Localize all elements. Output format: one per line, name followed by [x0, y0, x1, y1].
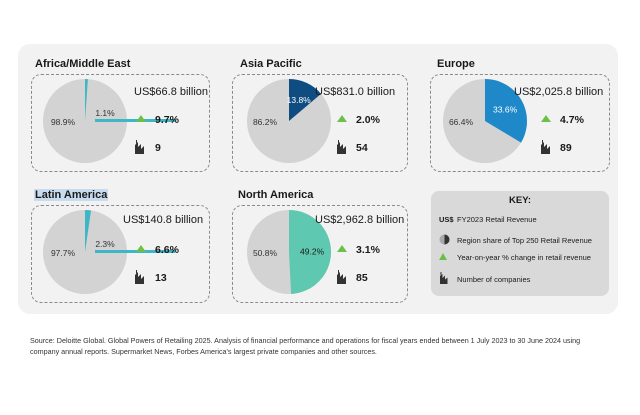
- growth-arrow-icon: [136, 115, 146, 122]
- pie-chart-asia-pacific: 86.2% 13.8%: [247, 79, 331, 163]
- revenue-amount-asia-pacific: US$831.0 billion: [315, 86, 396, 98]
- pie-chart-europe: 66.4% 33.6%: [443, 79, 527, 163]
- revenue-amount-europe: US$2,025.8 billion: [514, 86, 604, 98]
- pie-label-share: 13.8%: [287, 95, 312, 105]
- revenue-amount-africa: US$66.8 billion: [134, 86, 208, 98]
- growth-value-africa: 9.7%: [155, 114, 179, 126]
- region-title-north-america: North America: [238, 189, 314, 201]
- pie-label-share: 1.1%: [95, 108, 115, 118]
- legend-item-growth: Year-on-year % change in retail revenue: [439, 253, 591, 262]
- pie-chart-north-america: 50.8% 49.2%: [247, 210, 332, 294]
- legend-label-companies: Number of companies: [457, 274, 531, 284]
- pie-slice-share: [289, 79, 322, 121]
- building-icon: [440, 272, 448, 284]
- triangle-up-icon: [439, 253, 447, 260]
- pie-label-rest: 50.8%: [253, 248, 278, 258]
- half-circle-icon: [439, 234, 450, 245]
- pie-slice-share: [485, 79, 527, 143]
- growth-value-asia-pacific: 2.0%: [356, 114, 380, 126]
- region-card-north-america: [232, 205, 408, 303]
- growth-value-latin-america: 6.6%: [155, 244, 179, 256]
- company-count-north-america: 85: [356, 272, 368, 284]
- building-icon: [337, 140, 346, 154]
- region-card-latin-america: [31, 205, 210, 303]
- pie-slice-share: [85, 79, 88, 121]
- company-count-africa: 9: [155, 142, 161, 154]
- currency-symbol: US$: [439, 215, 454, 224]
- legend-item-share: Region share of Top 250 Retail Revenue: [439, 234, 592, 247]
- pie-label-rest: 98.9%: [51, 117, 76, 127]
- company-count-europe: 89: [560, 142, 572, 154]
- building-icon: [541, 140, 550, 154]
- region-card-asia-pacific: [232, 74, 408, 172]
- pie-label-share: 49.2%: [300, 246, 325, 256]
- legend-item-companies: Number of companies: [439, 272, 530, 286]
- region-title-latin-america: Latin America: [34, 189, 109, 201]
- growth-arrow-icon: [337, 115, 347, 122]
- building-icon: [135, 140, 144, 154]
- pie-slice-share-pointer: [95, 119, 175, 122]
- region-card-africa: [31, 74, 210, 172]
- company-count-asia-pacific: 54: [356, 142, 368, 154]
- pie-label-rest: 66.4%: [449, 117, 474, 127]
- region-card-europe: [430, 74, 610, 172]
- pie-slice-share: [85, 210, 92, 252]
- pie-chart-latin-america: 97.7% 2.3%: [43, 210, 175, 294]
- region-title-asia-pacific: Asia Pacific: [240, 58, 302, 70]
- revenue-amount-north-america: US$2,962.8 billion: [315, 214, 405, 226]
- legend-label-growth: Year-on-year % change in retail revenue: [457, 253, 591, 262]
- growth-value-north-america: 3.1%: [356, 244, 380, 256]
- company-count-latin-america: 13: [155, 272, 167, 284]
- growth-arrow-icon: [337, 245, 347, 252]
- legend-label-revenue: FY2023 Retail Revenue: [457, 215, 537, 224]
- growth-arrow-icon: [136, 245, 146, 252]
- pie-label-rest: 97.7%: [51, 248, 76, 258]
- source-note: Source: Deloitte Global. Global Powers o…: [30, 336, 581, 356]
- building-icon: [135, 270, 144, 284]
- region-title-africa: Africa/Middle East: [35, 58, 131, 70]
- pie-label-share: 33.6%: [493, 105, 518, 115]
- revenue-amount-latin-america: US$140.8 billion: [123, 214, 204, 226]
- building-icon: [337, 270, 346, 284]
- legend-key: KEY: US$ FY2023 Retail Revenue Region sh…: [431, 191, 609, 296]
- pie-slice-share: [289, 210, 332, 294]
- pie-chart-africa: 98.9% 1.1%: [43, 79, 175, 163]
- legend-item-revenue: US$ FY2023 Retail Revenue: [439, 215, 537, 224]
- region-title-europe: Europe: [437, 58, 475, 70]
- pie-label-rest: 86.2%: [253, 117, 278, 127]
- growth-value-europe: 4.7%: [560, 114, 584, 126]
- legend-label-share: Region share of Top 250 Retail Revenue: [457, 236, 592, 245]
- growth-arrow-icon: [541, 115, 551, 122]
- pie-label-share: 2.3%: [95, 239, 115, 249]
- pie-slice-share-pointer: [95, 250, 175, 253]
- legend-title: KEY:: [509, 195, 531, 206]
